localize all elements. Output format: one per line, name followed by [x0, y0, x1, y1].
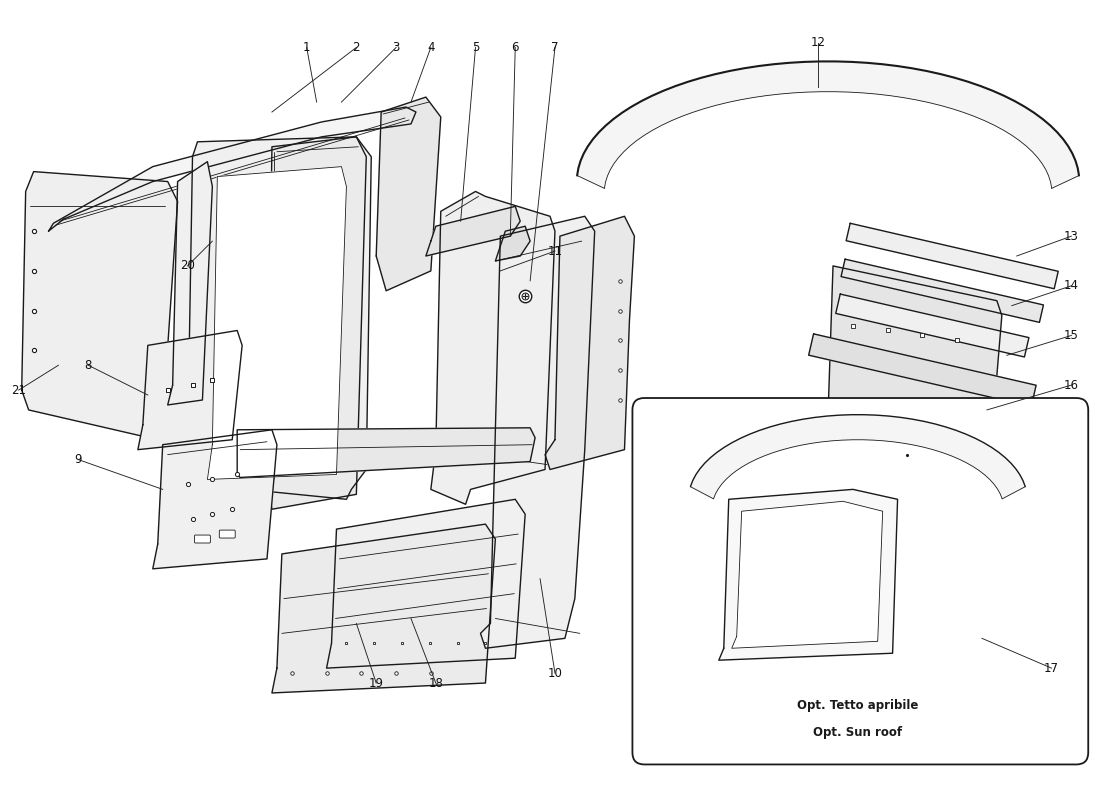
Text: Opt. Tetto apribile: Opt. Tetto apribile	[798, 699, 918, 712]
Polygon shape	[818, 266, 1002, 450]
Text: 7: 7	[551, 41, 559, 54]
Polygon shape	[187, 137, 372, 499]
Text: 14: 14	[1064, 279, 1079, 292]
Text: 5: 5	[472, 41, 480, 54]
Text: 21: 21	[11, 383, 26, 397]
Polygon shape	[544, 216, 635, 470]
Text: 6: 6	[512, 41, 519, 54]
Polygon shape	[836, 294, 1028, 357]
Text: 18: 18	[428, 677, 443, 690]
Text: 10: 10	[548, 666, 562, 679]
Text: 3: 3	[393, 41, 399, 54]
Polygon shape	[376, 97, 441, 290]
Text: 12: 12	[811, 36, 826, 49]
Text: 15: 15	[1064, 329, 1079, 342]
Polygon shape	[842, 259, 1044, 322]
Polygon shape	[718, 490, 898, 660]
Polygon shape	[153, 430, 277, 569]
Polygon shape	[138, 330, 242, 450]
Polygon shape	[272, 524, 495, 693]
Polygon shape	[238, 428, 535, 478]
Polygon shape	[431, 191, 556, 504]
Polygon shape	[48, 107, 416, 231]
Polygon shape	[808, 334, 1036, 406]
Polygon shape	[327, 499, 525, 668]
Text: 4: 4	[427, 41, 434, 54]
Text: 9: 9	[75, 453, 82, 466]
Text: 17: 17	[1044, 662, 1059, 674]
FancyBboxPatch shape	[219, 530, 235, 538]
Polygon shape	[495, 226, 530, 261]
Text: 8: 8	[85, 358, 92, 372]
Polygon shape	[22, 171, 177, 440]
Polygon shape	[481, 216, 595, 648]
Text: 13: 13	[1064, 230, 1079, 242]
Polygon shape	[267, 137, 366, 510]
Text: 1: 1	[302, 41, 310, 54]
FancyBboxPatch shape	[632, 398, 1088, 765]
Polygon shape	[578, 62, 1079, 188]
Polygon shape	[167, 162, 212, 405]
Polygon shape	[208, 166, 346, 479]
Polygon shape	[691, 414, 1025, 499]
Text: 20: 20	[180, 259, 195, 273]
Polygon shape	[426, 206, 520, 256]
Text: Opt. Sun roof: Opt. Sun roof	[813, 726, 902, 739]
Text: 16: 16	[1064, 378, 1079, 392]
Polygon shape	[732, 502, 882, 648]
FancyBboxPatch shape	[195, 535, 210, 543]
Text: 19: 19	[368, 677, 384, 690]
Text: 11: 11	[548, 245, 562, 258]
Text: 2: 2	[353, 41, 360, 54]
Polygon shape	[846, 223, 1058, 289]
